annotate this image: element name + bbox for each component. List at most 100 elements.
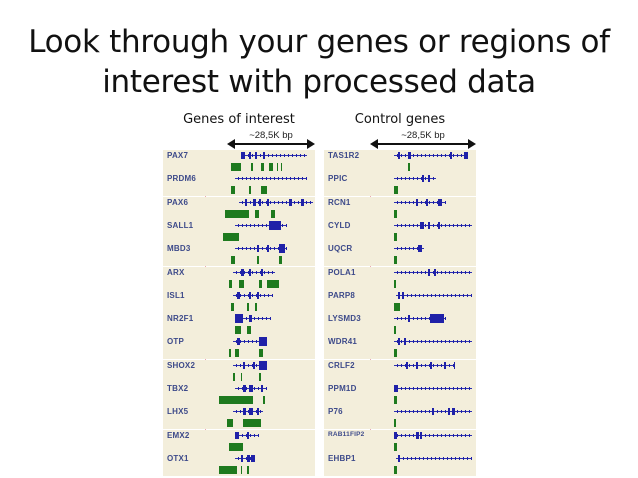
exon [416, 361, 418, 369]
exon [444, 361, 446, 369]
strand-tick [278, 177, 279, 181]
strand-tick [246, 223, 247, 227]
strand-tick [268, 154, 269, 157]
strand-tick [238, 387, 239, 390]
strand-tick [465, 270, 466, 274]
gene-label: WDR41 [328, 337, 358, 347]
gene-track-row: TAS1R2 [324, 150, 476, 173]
exon [247, 454, 250, 462]
strand-tick [246, 456, 247, 460]
strand-tick [401, 247, 402, 251]
strand-tick [248, 270, 249, 274]
strand-tick [463, 293, 464, 297]
strand-tick [453, 340, 454, 344]
strand-tick [407, 456, 408, 460]
strand-tick [435, 293, 436, 297]
gene-label: ARX [167, 267, 185, 277]
gene-track-row: SALL1 [163, 219, 315, 243]
strand-tick [264, 270, 265, 274]
gene-track-row: NR2F1 [163, 313, 315, 337]
gene-track-row: PRDM6 [163, 173, 315, 197]
exon [420, 431, 422, 439]
strand-tick [288, 154, 289, 157]
strand-tick [250, 223, 251, 227]
strand-tick [413, 247, 414, 251]
exon [438, 198, 442, 206]
strand-tick [461, 270, 462, 274]
exon [261, 268, 263, 276]
strand-tick [413, 317, 414, 321]
data-block [255, 302, 257, 311]
strand-tick [457, 387, 458, 390]
strand-tick [429, 387, 430, 390]
strand-tick [425, 340, 426, 344]
gene-model [324, 407, 476, 416]
strand-tick [401, 177, 402, 181]
strand-tick [246, 387, 247, 390]
strand-tick [461, 433, 462, 437]
exon [249, 268, 251, 276]
strand-tick [236, 293, 237, 297]
gene-model [324, 174, 476, 183]
strand-tick [240, 340, 241, 344]
strand-tick [260, 270, 261, 274]
strand-tick [246, 433, 247, 437]
gene-label: UQCR [328, 244, 353, 254]
strand-tick [411, 456, 412, 460]
strand-tick [461, 387, 462, 390]
strand-tick [242, 387, 243, 390]
scale-bar: ~28,5K bp [227, 130, 315, 149]
strand-tick [413, 433, 414, 437]
strand-tick [435, 456, 436, 460]
strand-tick [397, 154, 398, 157]
strand-tick [296, 154, 297, 157]
strand-tick [242, 247, 243, 251]
strand-tick [413, 340, 414, 344]
exon [253, 361, 255, 369]
data-block [394, 465, 397, 474]
gene-model [163, 244, 315, 254]
gene-label: P76 [328, 407, 343, 417]
strand-tick [469, 223, 470, 227]
strand-tick [236, 410, 237, 414]
data-block [267, 279, 279, 288]
strand-tick [310, 200, 311, 204]
data-block [394, 232, 397, 241]
exon [398, 454, 400, 462]
gene-model [163, 454, 315, 463]
strand-tick [256, 340, 257, 344]
data-block [233, 372, 235, 381]
exon [408, 152, 411, 159]
data-block [261, 186, 267, 195]
strand-tick [401, 223, 402, 227]
data-block [394, 349, 397, 358]
gene-track-row: CYLD [324, 219, 476, 243]
strand-tick [461, 340, 462, 344]
strand-tick [465, 340, 466, 344]
strand-tick [467, 456, 468, 460]
strand-tick [441, 433, 442, 437]
gene-track-row: PPM1D [324, 383, 476, 406]
strand-tick [248, 154, 249, 157]
arrow-left-icon [227, 139, 235, 149]
strand-tick [469, 270, 470, 274]
intron-line [233, 271, 275, 273]
data-block [279, 256, 282, 265]
strand-tick [421, 270, 422, 274]
strand-tick [272, 154, 273, 157]
strand-tick [256, 363, 257, 367]
strand-tick [417, 270, 418, 274]
strand-tick [423, 456, 424, 460]
strand-tick [433, 270, 434, 274]
strand-tick [465, 387, 466, 390]
strand-tick [425, 363, 426, 367]
strand-tick [270, 247, 271, 251]
strand-tick [403, 456, 404, 460]
strand-tick [238, 177, 239, 181]
strand-tick [463, 456, 464, 460]
strand-tick [421, 363, 422, 367]
strand-tick [417, 410, 418, 414]
strand-tick [244, 270, 245, 274]
strand-tick [457, 433, 458, 437]
gene-label: RAB11FIP2 [328, 430, 365, 438]
